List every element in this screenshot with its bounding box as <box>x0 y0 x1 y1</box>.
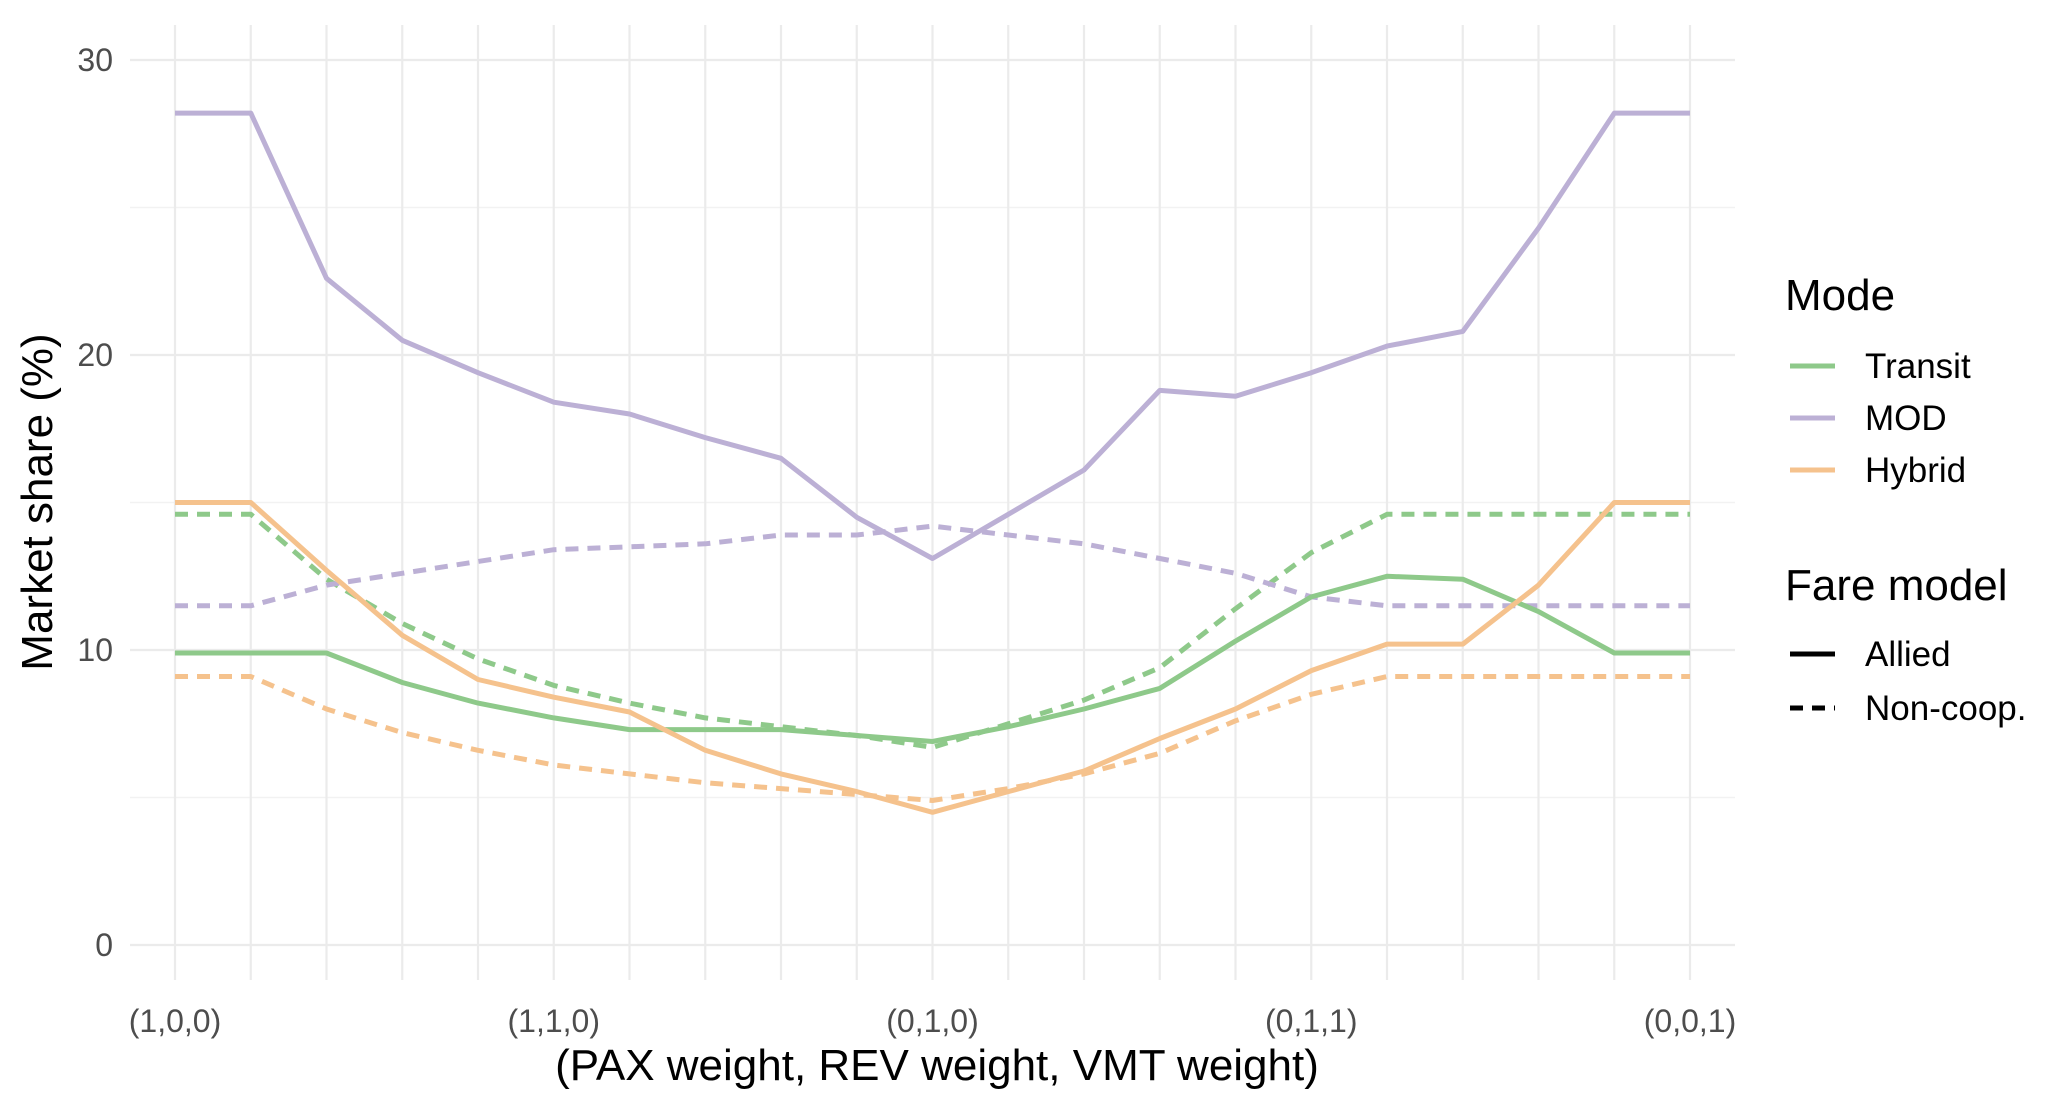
series-line-hybrid-allied <box>175 500 1690 815</box>
x-axis: (1,0,0) (1,1,0) (0,1,0) (0,1,1) (0,0,1) <box>129 1003 1736 1039</box>
x-tick-label: (1,1,0) <box>508 1003 600 1039</box>
series-line-mod-non-coop <box>175 523 1690 609</box>
x-tick-label: (1,0,0) <box>129 1003 221 1039</box>
grid <box>130 25 1735 980</box>
legend-mode-title: Mode <box>1785 271 1895 320</box>
y-tick-label: 20 <box>77 337 113 373</box>
series-line-hybrid-non-coop <box>175 674 1690 803</box>
legend-label-non-coop: Non-coop. <box>1865 689 2026 728</box>
x-tick-label: (0,0,1) <box>1644 1003 1736 1039</box>
y-axis-title: Market share (%) <box>13 333 62 670</box>
x-tick-label: (0,1,0) <box>886 1003 978 1039</box>
legend: Mode Transit MOD Hybrid Fare model Allie… <box>1785 271 2026 728</box>
legend-item-hybrid: Hybrid <box>1790 451 1966 490</box>
legend-item-non-coop: Non-coop. <box>1790 689 2026 728</box>
y-tick-label: 0 <box>95 927 113 963</box>
x-axis-title: (PAX weight, REV weight, VMT weight) <box>555 1041 1319 1090</box>
series-line-mod-allied <box>175 110 1690 561</box>
series-lines <box>175 110 1690 815</box>
x-tick-label: (0,1,1) <box>1265 1003 1357 1039</box>
legend-label-transit: Transit <box>1865 347 1971 386</box>
y-axis: 0 10 20 30 <box>77 42 113 963</box>
series-line-transit-allied <box>175 573 1690 744</box>
series-line-transit-non-coop <box>175 511 1690 750</box>
legend-fare-title: Fare model <box>1785 561 2008 610</box>
legend-item-allied: Allied <box>1790 635 1951 674</box>
legend-label-mod: MOD <box>1865 399 1947 438</box>
legend-item-transit: Transit <box>1790 347 1971 386</box>
y-tick-label: 10 <box>77 632 113 668</box>
legend-label-allied: Allied <box>1865 635 1951 674</box>
y-tick-label: 30 <box>77 42 113 78</box>
legend-item-mod: MOD <box>1790 399 1947 438</box>
legend-label-hybrid: Hybrid <box>1865 451 1966 490</box>
